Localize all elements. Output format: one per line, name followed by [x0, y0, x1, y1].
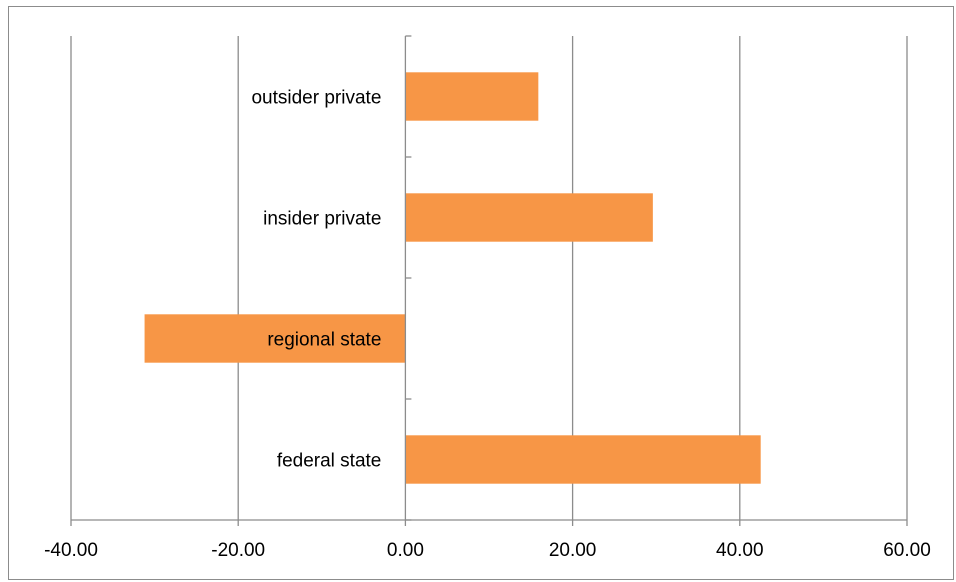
category-label: insider private	[263, 209, 381, 230]
bar-regional-state	[144, 314, 406, 363]
x-tick-label: 60.00	[883, 540, 931, 561]
category-labels: federal state regional state insider priva…	[251, 88, 381, 472]
x-tick-label: 20.00	[549, 540, 597, 561]
category-label: regional state	[267, 330, 381, 351]
x-tick-label: -20.00	[211, 540, 265, 561]
bar-federal-state	[405, 435, 761, 484]
bar-insider-private	[405, 193, 653, 242]
bars	[144, 72, 761, 484]
category-label: federal state	[277, 451, 382, 472]
axes	[70, 35, 908, 526]
x-tick-label: 0.00	[387, 540, 424, 561]
bar-outsider-private	[405, 72, 539, 121]
x-tick-label: 40.00	[716, 540, 764, 561]
x-tick-labels: -40.00 -20.00 0.00 20.00 40.00 60.00	[44, 540, 931, 561]
category-label: outsider private	[251, 88, 381, 109]
x-tick-label: -40.00	[44, 540, 98, 561]
gridlines	[70, 36, 908, 520]
